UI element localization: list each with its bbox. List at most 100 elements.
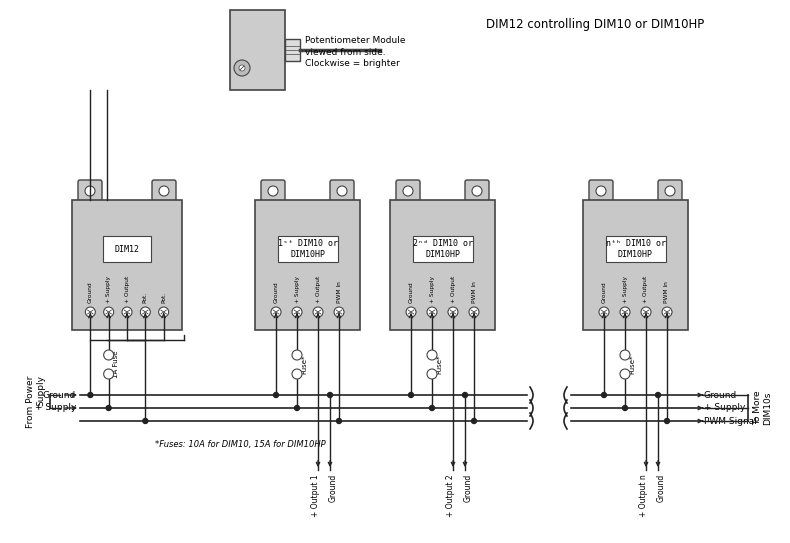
Circle shape xyxy=(313,307,323,317)
Circle shape xyxy=(664,419,669,424)
Text: + Output: + Output xyxy=(125,276,130,303)
Text: DIM12 controlling DIM10 or DIM10HP: DIM12 controlling DIM10 or DIM10HP xyxy=(486,18,704,31)
Circle shape xyxy=(141,307,150,317)
Text: nᵗʰ DIM10 or
DIM10HP: nᵗʰ DIM10 or DIM10HP xyxy=(605,239,665,260)
Text: + Supply: + Supply xyxy=(106,276,111,303)
FancyBboxPatch shape xyxy=(285,39,300,61)
Circle shape xyxy=(662,307,672,317)
FancyBboxPatch shape xyxy=(465,180,489,202)
Text: Ground: Ground xyxy=(464,474,472,502)
Circle shape xyxy=(469,307,479,317)
Circle shape xyxy=(143,419,148,424)
Text: + Supply: + Supply xyxy=(35,403,76,413)
Circle shape xyxy=(85,307,96,317)
Circle shape xyxy=(334,307,344,317)
Circle shape xyxy=(268,186,278,196)
Circle shape xyxy=(271,307,281,317)
FancyBboxPatch shape xyxy=(412,236,472,262)
FancyBboxPatch shape xyxy=(152,180,176,202)
Circle shape xyxy=(656,393,660,397)
Circle shape xyxy=(159,186,169,196)
Text: + Supply: + Supply xyxy=(430,276,435,303)
FancyBboxPatch shape xyxy=(78,180,102,202)
Text: Ground: Ground xyxy=(43,390,76,400)
Circle shape xyxy=(103,369,114,379)
FancyBboxPatch shape xyxy=(390,200,495,330)
Text: 1A Fuse: 1A Fuse xyxy=(113,351,118,378)
Circle shape xyxy=(292,350,302,360)
Text: To More
DIM10s: To More DIM10s xyxy=(753,390,773,425)
FancyBboxPatch shape xyxy=(605,236,665,262)
Circle shape xyxy=(122,307,132,317)
Circle shape xyxy=(620,369,630,379)
Text: Pot.: Pot. xyxy=(143,292,148,303)
FancyBboxPatch shape xyxy=(330,180,354,202)
Text: + Supply: + Supply xyxy=(704,403,746,413)
Circle shape xyxy=(596,186,606,196)
Text: Ground: Ground xyxy=(273,281,279,303)
FancyBboxPatch shape xyxy=(396,180,420,202)
Text: + Output n: + Output n xyxy=(638,474,648,517)
Circle shape xyxy=(295,406,299,411)
Circle shape xyxy=(234,60,250,76)
Text: *Fuses: 10A for DIM10, 15A for DIM10HP: *Fuses: 10A for DIM10, 15A for DIM10HP xyxy=(155,440,325,450)
Text: + Output: + Output xyxy=(450,276,456,303)
FancyBboxPatch shape xyxy=(658,180,682,202)
Circle shape xyxy=(641,307,651,317)
Circle shape xyxy=(103,350,114,360)
Circle shape xyxy=(601,393,607,397)
FancyBboxPatch shape xyxy=(255,200,360,330)
Text: Ground: Ground xyxy=(88,281,93,303)
Text: + Output: + Output xyxy=(644,276,649,303)
Text: Pot.: Pot. xyxy=(161,292,166,303)
Circle shape xyxy=(408,393,413,397)
Text: Ground: Ground xyxy=(329,474,337,502)
Circle shape xyxy=(623,406,627,411)
Circle shape xyxy=(430,406,435,411)
Circle shape xyxy=(427,350,437,360)
Circle shape xyxy=(620,307,630,317)
Circle shape xyxy=(665,186,675,196)
FancyBboxPatch shape xyxy=(277,236,337,262)
Circle shape xyxy=(406,307,416,317)
Text: + Supply: + Supply xyxy=(295,276,299,303)
Text: Fuse*: Fuse* xyxy=(629,355,635,374)
Circle shape xyxy=(337,419,341,424)
Text: Ground: Ground xyxy=(704,390,737,400)
Text: + Output 1: + Output 1 xyxy=(310,474,319,516)
Text: 2ⁿᵈ DIM10 or
DIM10HP: 2ⁿᵈ DIM10 or DIM10HP xyxy=(412,239,472,260)
Text: + Output 2: + Output 2 xyxy=(446,474,454,516)
Circle shape xyxy=(292,369,302,379)
FancyBboxPatch shape xyxy=(103,236,151,262)
Circle shape xyxy=(472,419,476,424)
Circle shape xyxy=(103,307,114,317)
Text: Fuse*: Fuse* xyxy=(436,355,442,374)
Circle shape xyxy=(239,65,245,71)
Text: Ground: Ground xyxy=(601,281,607,303)
Circle shape xyxy=(620,350,630,360)
Circle shape xyxy=(292,307,302,317)
Text: PWM Signal: PWM Signal xyxy=(704,416,757,426)
Text: DIM12: DIM12 xyxy=(115,245,140,254)
Circle shape xyxy=(427,369,437,379)
Circle shape xyxy=(328,393,333,397)
Circle shape xyxy=(88,393,93,397)
Text: PWM In: PWM In xyxy=(664,281,669,303)
Circle shape xyxy=(85,186,95,196)
FancyBboxPatch shape xyxy=(261,180,285,202)
FancyBboxPatch shape xyxy=(589,180,613,202)
Text: Potentiometer Module
viewed from side.
Clockwise = brighter: Potentiometer Module viewed from side. C… xyxy=(305,36,405,68)
Circle shape xyxy=(337,186,347,196)
Text: + Supply: + Supply xyxy=(623,276,627,303)
FancyBboxPatch shape xyxy=(72,200,182,330)
Text: From Power
Supply: From Power Supply xyxy=(25,375,45,428)
Text: + Output: + Output xyxy=(315,276,321,303)
FancyBboxPatch shape xyxy=(230,10,285,90)
Circle shape xyxy=(106,406,111,411)
Text: 1ˢᵗ DIM10 or
DIM10HP: 1ˢᵗ DIM10 or DIM10HP xyxy=(277,239,337,260)
Circle shape xyxy=(462,393,468,397)
Text: Ground: Ground xyxy=(408,281,413,303)
Circle shape xyxy=(273,393,279,397)
Circle shape xyxy=(472,186,482,196)
Text: Ground: Ground xyxy=(656,474,665,502)
